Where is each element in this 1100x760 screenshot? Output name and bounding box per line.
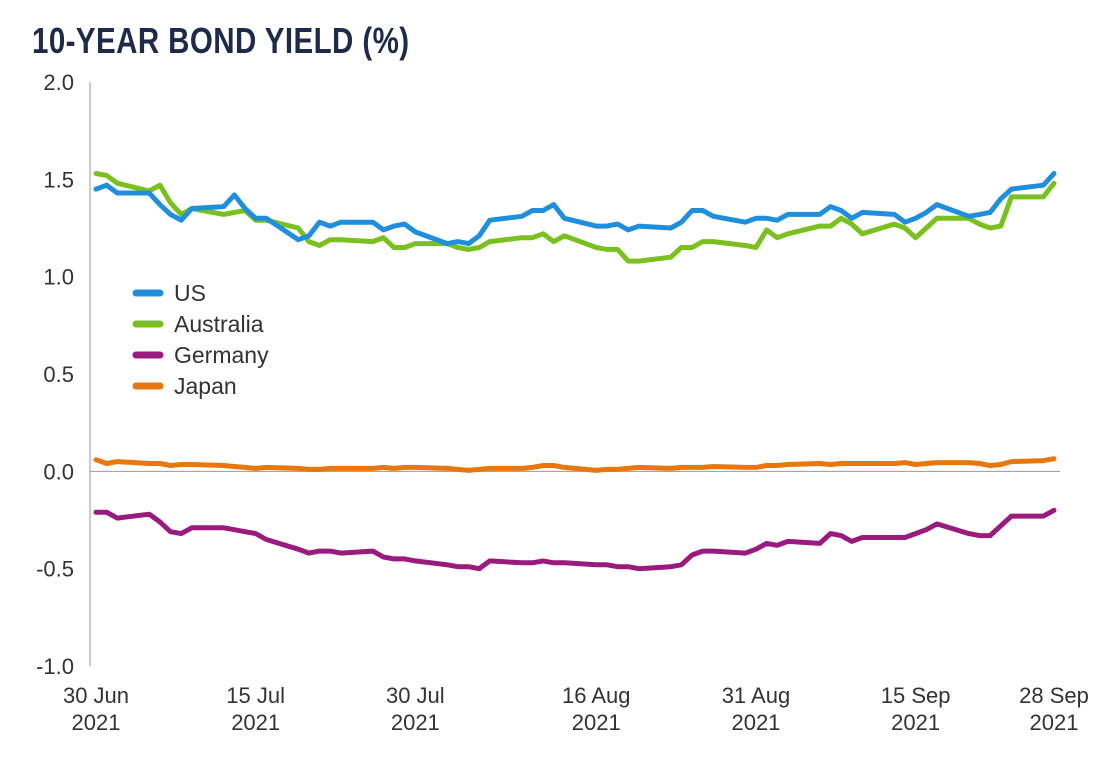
y-tick-label: 1.0 xyxy=(43,265,74,290)
y-tick-label: -0.5 xyxy=(36,557,74,582)
x-tick-label-year: 2021 xyxy=(1030,710,1079,735)
legend-item-japan: Japan xyxy=(132,373,237,399)
x-tick-label-year: 2021 xyxy=(72,710,121,735)
series-line-japan xyxy=(93,456,1057,473)
x-tick-label: 15 Sep xyxy=(881,683,951,708)
x-tick-label-year: 2021 xyxy=(231,710,280,735)
legend-item-us: US xyxy=(132,280,206,306)
x-tick-label: 16 Aug xyxy=(562,683,631,708)
series-line-germany xyxy=(93,507,1057,572)
x-tick-label: 31 Aug xyxy=(722,683,791,708)
legend-label: US xyxy=(174,280,206,306)
legend-label: Japan xyxy=(174,373,237,399)
x-tick-label-year: 2021 xyxy=(391,710,440,735)
legend-label: Germany xyxy=(174,342,269,368)
x-tick-label: 30 Jul xyxy=(386,683,445,708)
y-tick-label: 0.0 xyxy=(43,459,74,484)
series-layer xyxy=(93,171,1057,572)
y-tick-label: 0.5 xyxy=(43,362,74,387)
series-line-us xyxy=(93,171,1057,247)
legend-label: Australia xyxy=(174,311,264,337)
legend-item-germany: Germany xyxy=(132,342,269,368)
legend-item-australia: Australia xyxy=(132,311,264,337)
x-tick-label-year: 2021 xyxy=(572,710,621,735)
x-tick-label-year: 2021 xyxy=(891,710,940,735)
x-tick-label: 15 Jul xyxy=(226,683,285,708)
x-tick-label: 28 Sep xyxy=(1019,683,1089,708)
series-line-australia xyxy=(93,171,1057,264)
y-tick-label: 2.0 xyxy=(43,70,74,95)
y-axis: 2.0 1.5 1.0 0.5 0.0 -0.5 -1.0 xyxy=(36,70,1060,679)
legend: US Australia Germany Japan xyxy=(132,280,269,399)
y-tick-label: 1.5 xyxy=(43,167,74,192)
x-tick-label: 30 Jun xyxy=(63,683,129,708)
x-tick-label-year: 2021 xyxy=(731,710,780,735)
y-tick-label: -1.0 xyxy=(36,654,74,679)
chart-title: 10-YEAR BOND YIELD (%) xyxy=(32,20,410,61)
